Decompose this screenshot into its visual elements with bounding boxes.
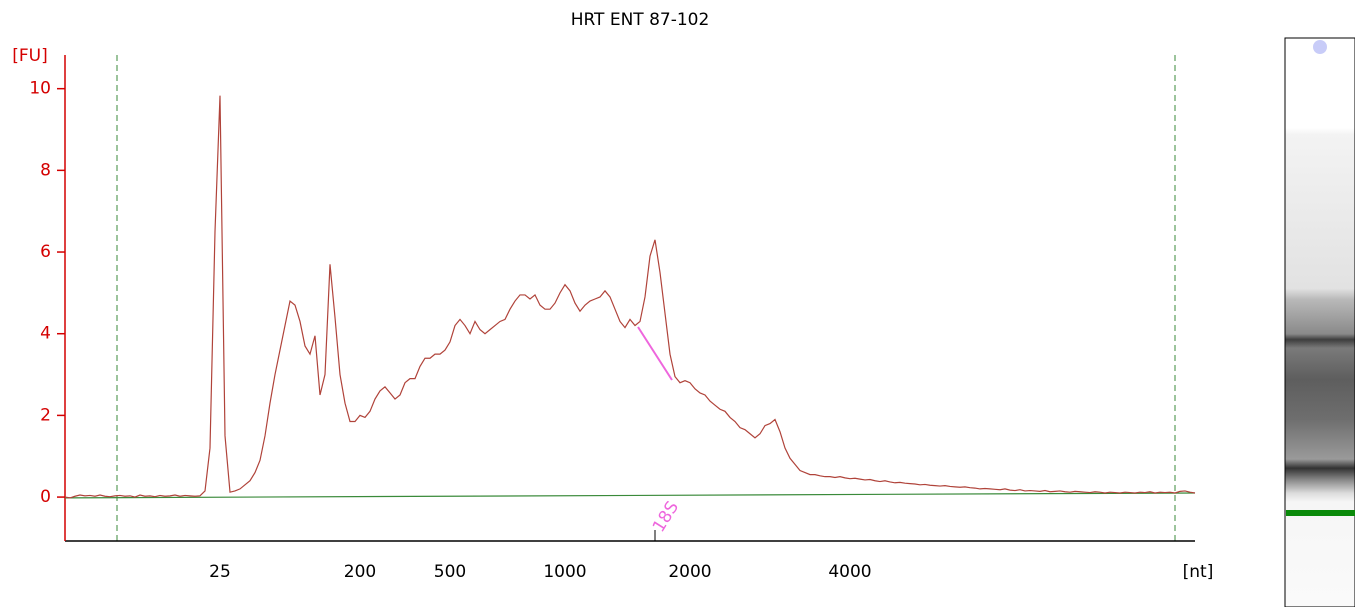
x-tick-label: 1000 — [543, 562, 586, 582]
y-tick-label: 10 — [29, 79, 51, 99]
y-tick-label: 6 — [40, 242, 51, 262]
gel-marker-band — [1286, 510, 1355, 516]
y-tick-label: 4 — [40, 324, 51, 344]
gel-dot — [1313, 40, 1327, 54]
x-tick-label: 25 — [209, 562, 231, 582]
y-tick-label: 8 — [40, 160, 51, 180]
baseline — [64, 492, 1196, 499]
y-tick-label: 0 — [40, 487, 51, 507]
y-tick-label: 2 — [40, 405, 51, 425]
y-axis-label: [FU] — [12, 46, 48, 66]
chart-title: HRT ENT 87-102 — [571, 10, 710, 30]
x-tick-label: 200 — [344, 562, 376, 582]
peak-annotation: 18S — [649, 498, 683, 536]
x-tick-label: 2000 — [668, 562, 711, 582]
peak-baseline — [637, 326, 673, 381]
trace — [64, 95, 1196, 499]
x-tick-label: 4000 — [828, 562, 871, 582]
x-tick-label: 500 — [434, 562, 466, 582]
x-axis-label: [nt] — [1183, 562, 1214, 582]
gel-lane — [1284, 37, 1355, 607]
